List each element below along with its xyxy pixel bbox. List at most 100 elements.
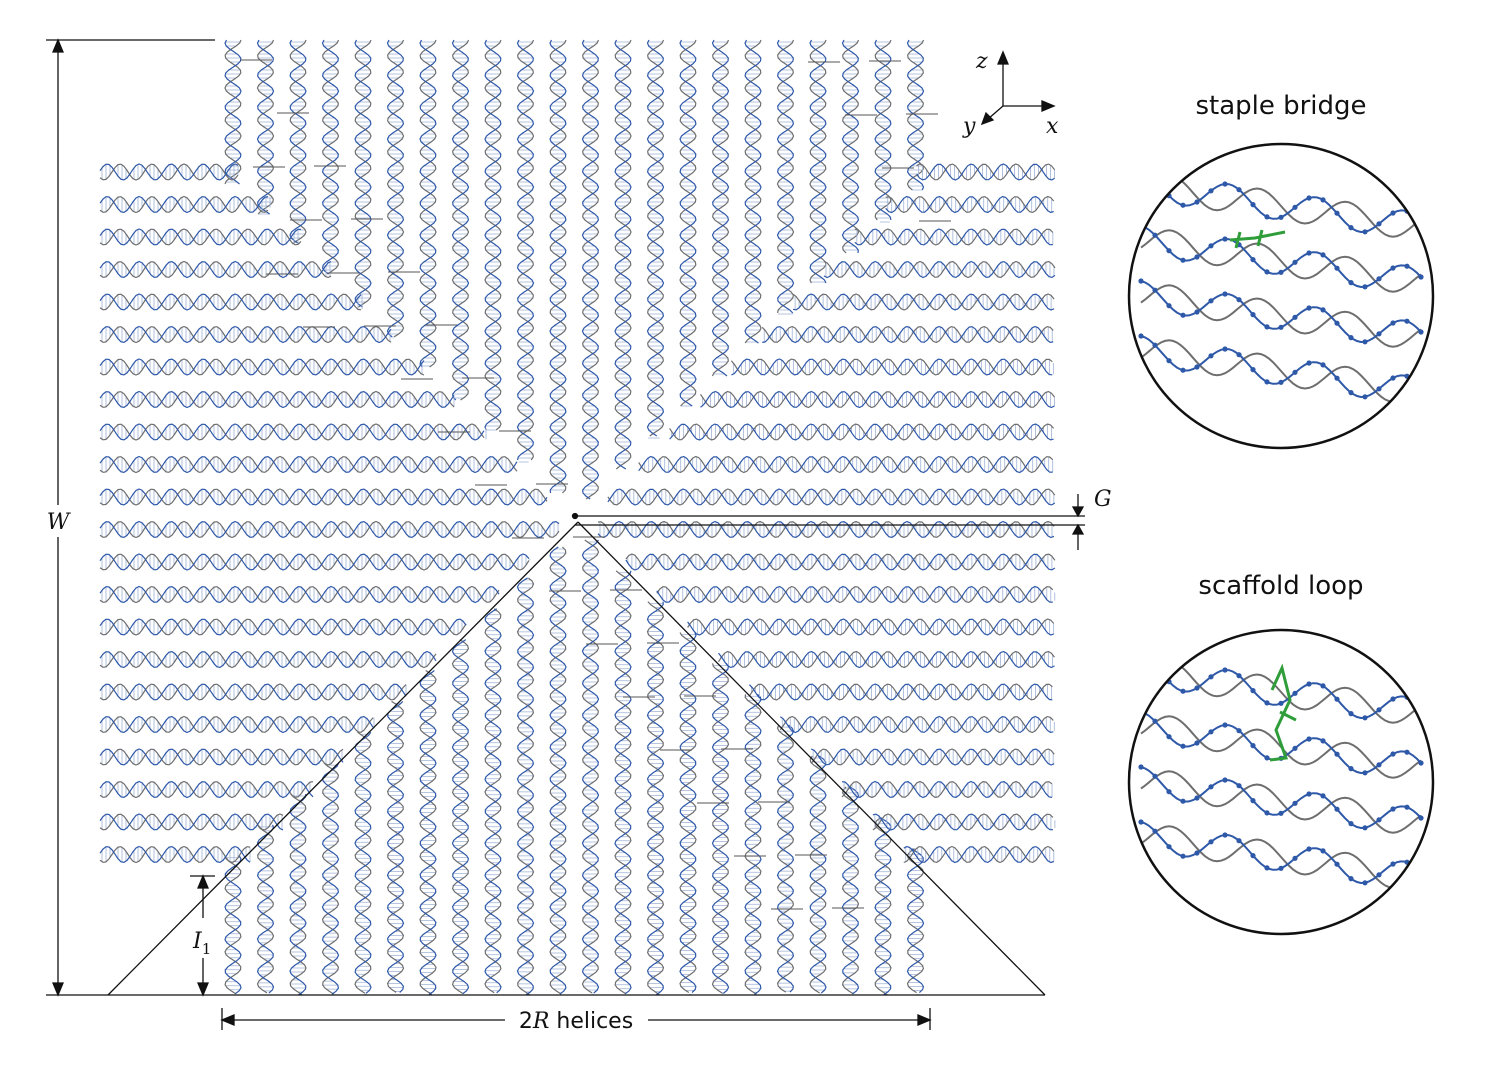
i1-dimension xyxy=(190,874,215,997)
helix xyxy=(614,570,632,995)
helix xyxy=(717,650,1055,669)
helix xyxy=(484,608,502,996)
helix xyxy=(646,601,665,996)
helix xyxy=(99,618,467,636)
helix xyxy=(99,260,332,279)
helix xyxy=(810,748,1055,766)
helix xyxy=(761,325,1054,344)
helix xyxy=(854,228,1054,246)
coordinate-axes xyxy=(980,50,1056,126)
helix xyxy=(354,39,372,308)
helix xyxy=(516,39,535,463)
helix xyxy=(841,39,860,254)
helix xyxy=(99,683,407,701)
helix xyxy=(730,358,1054,376)
helix xyxy=(224,39,242,185)
helix xyxy=(581,539,600,995)
helix xyxy=(614,39,632,470)
helix xyxy=(874,39,892,223)
helix xyxy=(99,293,363,311)
helix xyxy=(906,848,925,996)
helix xyxy=(99,195,271,214)
helix xyxy=(776,724,795,993)
helix xyxy=(99,488,548,506)
i1-label: I1 xyxy=(192,929,211,958)
helix xyxy=(224,855,242,995)
helix xyxy=(625,553,1056,571)
axis-x-label: x xyxy=(1046,114,1059,139)
helix xyxy=(99,715,375,734)
helix xyxy=(841,780,1053,799)
cone-guide-lines xyxy=(107,521,1046,996)
helix xyxy=(549,39,567,494)
helix xyxy=(874,817,892,996)
helix xyxy=(256,39,275,215)
helix xyxy=(99,553,531,571)
helix xyxy=(581,39,600,500)
helix xyxy=(916,163,1056,181)
width-dimension xyxy=(46,38,1045,997)
cone-line-right xyxy=(577,521,1046,996)
gap-label: G xyxy=(1094,487,1112,512)
helix xyxy=(516,577,535,996)
cone-line-left xyxy=(107,521,579,996)
helix xyxy=(451,639,470,995)
helix xyxy=(451,39,470,401)
helix xyxy=(99,845,251,864)
helix xyxy=(419,669,437,996)
helix xyxy=(321,39,340,275)
helix xyxy=(99,455,518,474)
helix xyxy=(779,715,1055,734)
helix xyxy=(711,39,730,377)
dna-helix-field xyxy=(99,39,1056,996)
helix xyxy=(99,520,560,539)
helix xyxy=(99,813,284,831)
helix xyxy=(744,39,762,344)
helix xyxy=(841,786,860,995)
helix xyxy=(289,793,307,996)
helix xyxy=(289,39,307,245)
helix xyxy=(419,39,437,368)
helix xyxy=(823,260,1056,279)
helix xyxy=(792,293,1055,311)
helix xyxy=(99,390,455,409)
helix xyxy=(669,423,1055,441)
helix xyxy=(549,546,567,995)
helix xyxy=(354,731,372,995)
gap-dimension xyxy=(571,494,1085,550)
helix xyxy=(748,683,1053,701)
helix xyxy=(99,163,239,181)
helix xyxy=(656,585,1056,604)
helix xyxy=(700,390,1055,409)
helix xyxy=(99,780,314,799)
helix xyxy=(679,632,697,995)
helix xyxy=(99,650,437,669)
helix xyxy=(597,520,1055,539)
helix xyxy=(99,423,487,441)
helix xyxy=(711,663,730,994)
helix xyxy=(638,455,1054,474)
width-label: W xyxy=(47,510,72,535)
helix xyxy=(872,813,1056,831)
scaffold-loop-title: scaffold loop xyxy=(1198,571,1363,601)
axis-z-label: z xyxy=(975,49,988,74)
helix xyxy=(386,700,405,993)
staple-bridge-inset xyxy=(1127,142,1435,450)
helix xyxy=(679,39,697,407)
staple-bridge-title: staple bridge xyxy=(1195,91,1366,121)
helix xyxy=(99,358,425,376)
helix xyxy=(744,693,762,995)
helix xyxy=(99,325,392,344)
radius-label: 2R helices xyxy=(519,1009,633,1034)
helix xyxy=(885,195,1055,214)
helix xyxy=(903,845,1055,864)
helix xyxy=(776,39,795,315)
helix xyxy=(646,39,665,439)
helix xyxy=(256,824,275,996)
radius-dimension xyxy=(220,1008,932,1030)
helix xyxy=(809,39,827,284)
helix xyxy=(386,39,405,339)
axis-y-label: y xyxy=(962,114,976,139)
helix xyxy=(99,228,302,246)
